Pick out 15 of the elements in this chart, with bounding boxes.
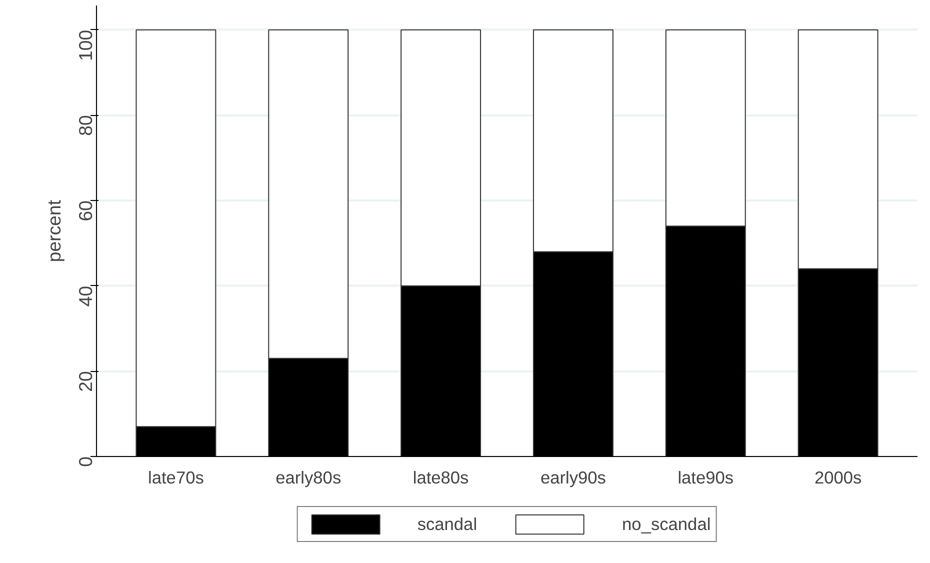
x-tick-label: late90s bbox=[678, 468, 734, 488]
x-tick-label: late70s bbox=[148, 468, 204, 488]
x-tick-label: early80s bbox=[276, 468, 342, 488]
x-tick-label: early90s bbox=[540, 468, 606, 488]
legend-label: scandal bbox=[417, 514, 478, 534]
x-tick-label: 2000s bbox=[814, 468, 862, 488]
y-tick-label: 40 bbox=[75, 286, 96, 307]
y-tick-label: 20 bbox=[75, 371, 96, 392]
x-tick-label: late80s bbox=[412, 468, 470, 488]
legend-label: no_scandal bbox=[622, 514, 711, 534]
y-axis-title: percent bbox=[44, 199, 64, 262]
y-tick-label: 80 bbox=[75, 115, 96, 136]
y-tick-label: 100 bbox=[75, 30, 96, 61]
y-tick-label: 0 bbox=[75, 456, 96, 467]
y-tick-label: 60 bbox=[75, 200, 96, 222]
